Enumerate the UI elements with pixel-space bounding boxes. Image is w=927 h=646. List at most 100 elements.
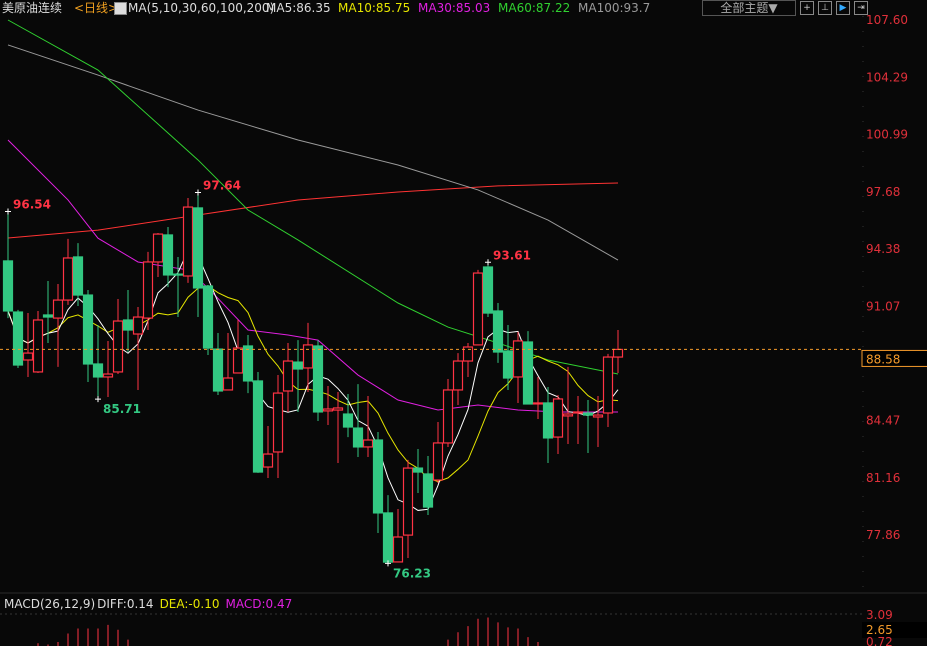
candle-body xyxy=(442,389,454,444)
candle-43 xyxy=(432,421,444,483)
candle-39 xyxy=(392,508,404,563)
candle-29 xyxy=(292,340,304,412)
macd-axis-label: 3.09 xyxy=(866,608,893,622)
extreme-label: 76.23 xyxy=(393,566,431,580)
candle-36 xyxy=(362,396,374,457)
ma100-value: MA100:93.7 xyxy=(578,1,651,15)
ma30-line xyxy=(7,139,618,413)
macd-axis-label: 2.65 xyxy=(866,623,893,637)
candle-14 xyxy=(142,251,154,331)
candle-body xyxy=(392,536,404,563)
candle-5 xyxy=(52,283,64,367)
candle-9 xyxy=(92,325,104,400)
candle-body xyxy=(202,285,214,349)
extreme-label: 93.61 xyxy=(493,248,531,262)
ma200-line xyxy=(7,182,619,239)
candle-body xyxy=(2,260,14,312)
candle-3 xyxy=(32,310,44,373)
candle-body xyxy=(592,414,604,418)
candle-body xyxy=(482,266,494,314)
candle-0 xyxy=(2,211,14,319)
price-tick-label: 94.38 xyxy=(866,242,900,256)
candle-1 xyxy=(12,309,24,368)
candle-60 xyxy=(602,353,614,428)
crosshair-icon[interactable]: + xyxy=(800,1,814,15)
ma60-value: MA60:87.22 xyxy=(498,1,571,15)
candle-body xyxy=(382,512,394,563)
extreme-marker xyxy=(95,396,101,403)
candle-body xyxy=(52,299,64,319)
extreme-label: 96.54 xyxy=(13,198,51,212)
candle-46 xyxy=(462,343,474,377)
candle-body xyxy=(32,319,44,373)
period-selector[interactable]: <日线> xyxy=(74,1,119,15)
candle-body xyxy=(522,341,534,405)
candle-body xyxy=(162,234,174,276)
ma-settings-icon[interactable] xyxy=(114,2,127,15)
candle-body xyxy=(332,407,344,411)
candle-body xyxy=(452,360,464,391)
candle-4 xyxy=(42,281,54,344)
candle-48 xyxy=(482,262,494,318)
candle-body xyxy=(282,360,294,392)
candle-body xyxy=(502,350,514,379)
macd-header: MACD(26,12,9) DIFF:0.14 DEA:-0.10 MACD:0.47 xyxy=(4,597,298,611)
candle-19 xyxy=(192,192,204,318)
candle-58 xyxy=(582,400,594,453)
macd-value: MACD:0.47 xyxy=(225,597,293,611)
candle-body xyxy=(372,439,384,514)
play-icon[interactable]: ▶ xyxy=(836,1,850,15)
price-tick-label: 84.47 xyxy=(866,414,900,428)
extreme-marker xyxy=(485,259,491,266)
candle-body xyxy=(612,348,624,358)
candle-body xyxy=(182,206,194,277)
candle-body xyxy=(192,207,204,289)
candle-body xyxy=(102,373,114,378)
candle-body xyxy=(122,319,134,331)
candle-50 xyxy=(502,325,514,390)
ma-label: MA(5,10,30,60,100,200) xyxy=(128,1,275,15)
candle-56 xyxy=(562,366,574,444)
candle-10 xyxy=(102,340,114,398)
price-tick-label: 100.99 xyxy=(866,127,908,141)
candle-16 xyxy=(162,226,174,288)
candle-24 xyxy=(242,335,254,394)
candle-25 xyxy=(252,371,264,473)
candle-body xyxy=(42,314,54,318)
theme-dropdown-button[interactable]: 全部主题▼ xyxy=(702,0,796,16)
zoom-range-icon[interactable]: ⊥ xyxy=(818,1,832,15)
candle-38 xyxy=(382,495,394,564)
candle-35 xyxy=(352,384,364,457)
candle-body xyxy=(72,256,84,296)
candle-body xyxy=(152,233,164,263)
candle-41 xyxy=(412,449,424,494)
candle-27 xyxy=(272,375,284,478)
candle-6 xyxy=(62,238,74,305)
candle-52 xyxy=(522,331,534,405)
ma5-value: MA5:86.35 xyxy=(266,1,331,15)
exit-icon[interactable]: ⇥ xyxy=(854,1,868,15)
candle-47 xyxy=(472,269,484,346)
candle-59 xyxy=(592,396,604,447)
candle-body xyxy=(142,261,154,319)
price-tick-label: 81.16 xyxy=(866,471,900,485)
candle-42 xyxy=(422,455,434,516)
candle-55 xyxy=(552,394,564,455)
candle-body xyxy=(542,402,554,439)
candle-31 xyxy=(312,340,324,421)
candle-body xyxy=(492,310,504,353)
price-tick-label: 97.68 xyxy=(866,185,900,199)
candle-23 xyxy=(232,319,244,374)
candle-57 xyxy=(572,396,584,444)
macd-axis-label: 0.72 xyxy=(866,635,893,646)
candle-40 xyxy=(402,459,414,558)
candle-body xyxy=(432,442,444,481)
macd-diff: DIFF:0.14 xyxy=(97,597,154,611)
candle-body xyxy=(172,273,184,276)
price-tick-label: 104.29 xyxy=(866,70,908,84)
chart-header: 美原油连续 <日线> MA(5,10,30,60,100,200) MA5:86… xyxy=(0,0,927,16)
candle-2 xyxy=(22,313,34,377)
candle-body xyxy=(312,345,324,413)
extreme-marker xyxy=(195,189,201,196)
